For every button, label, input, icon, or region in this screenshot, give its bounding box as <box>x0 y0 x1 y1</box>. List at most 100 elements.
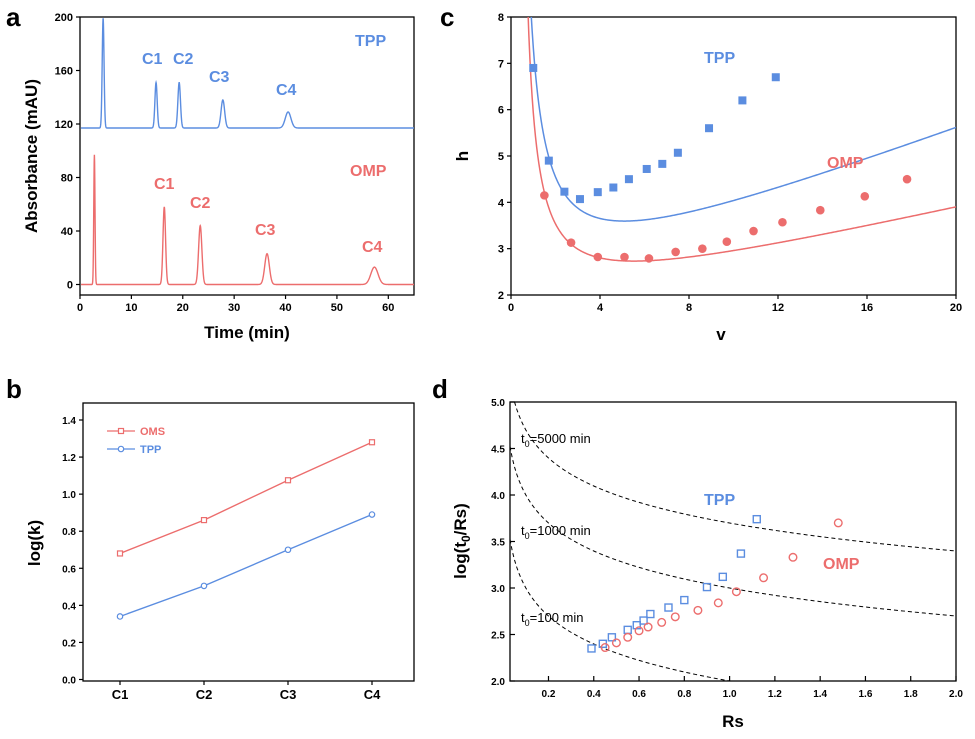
t0-5000-label: t0=5000 min <box>521 431 591 449</box>
b-ytick-label: 0.4 <box>62 601 76 612</box>
c-tpp-point <box>529 63 538 72</box>
d-ytick-label: 3.5 <box>491 538 505 549</box>
t0-100-label: t0=100 min <box>521 610 583 628</box>
c-omp-point <box>566 238 576 247</box>
panel-d-ylabel: log(t0/Rs) <box>451 503 473 579</box>
c-tpp-point <box>673 148 682 157</box>
b-ytick-label: 1.0 <box>62 490 76 501</box>
omp-series-label: OMP <box>350 163 387 180</box>
panel-c-xlabel: v <box>716 325 726 344</box>
a-ytick-label: 120 <box>55 119 73 131</box>
c-omp-point <box>860 192 870 201</box>
panel-b-label: b <box>6 374 22 404</box>
b-ytick-label: 1.4 <box>62 416 76 427</box>
c-ytick-label: 6 <box>498 105 504 117</box>
panel-d-label: d <box>432 374 448 404</box>
a-xtick-label: 50 <box>331 302 343 314</box>
panel-a-xlabel: Time (min) <box>204 323 290 342</box>
legend-oms-marker <box>117 427 125 435</box>
c-tpp-point <box>642 164 651 173</box>
d-ytick-label: 3.0 <box>491 584 505 595</box>
tpp-series-label: TPP <box>355 33 386 50</box>
d-omp-point <box>623 632 633 642</box>
panel-c: c 0 4 8 12 16 20 2 3 4 5 6 7 8 v h TPP OMP <box>440 2 962 344</box>
a-xtick-label: 20 <box>177 302 189 314</box>
b-ytick-label: 0.0 <box>62 676 76 687</box>
d-xtick-label: 1.0 <box>723 689 737 700</box>
c-ytick-label: 5 <box>498 151 504 163</box>
d-tpp-series-label: TPP <box>704 492 735 509</box>
c-omp-point <box>540 191 549 200</box>
c-ytick-label: 3 <box>498 244 504 256</box>
c-ytick-label: 2 <box>498 290 504 302</box>
omp-peak-c1-label: C1 <box>154 176 175 193</box>
b-ytick-label: 0.6 <box>62 564 76 575</box>
c-tpp-point <box>738 96 747 105</box>
tpp-peak-c4-label: C4 <box>276 82 297 99</box>
d-tpp-point <box>607 633 617 642</box>
c-omp-point <box>722 237 732 247</box>
c-xtick-label: 0 <box>508 302 514 314</box>
d-tpp-point <box>587 644 596 653</box>
c-xtick-label: 12 <box>772 302 784 314</box>
c-omp-point <box>815 205 825 215</box>
panel-d: d 0.2 0.4 0.6 0.8 1.0 1.2 1.4 1.6 1.8 2.0 2.0 2.5 3… <box>432 374 963 731</box>
c-omp-point <box>671 247 680 257</box>
a-xtick-label: 0 <box>77 302 83 314</box>
d-tpp-point <box>752 514 761 524</box>
tpp-fit-curve <box>530 17 956 222</box>
tpp-peak-c1-label: C1 <box>142 51 163 68</box>
d-ytick-label: 4.5 <box>491 445 505 456</box>
panel-c-label: c <box>440 2 454 32</box>
d-tpp-point <box>623 625 632 635</box>
c-xtick-label: 20 <box>950 302 962 314</box>
b-ytick-label: 1.2 <box>62 453 76 464</box>
c-tpp-point <box>705 124 714 133</box>
a-ytick-label: 160 <box>55 66 73 78</box>
d-omp-point <box>759 573 769 583</box>
b-oms-point <box>200 516 208 524</box>
d-omp-point <box>833 518 843 528</box>
b-series-oms-line <box>119 441 373 555</box>
panel-b-ylabel: log(k) <box>25 520 44 566</box>
b-tpp-point <box>284 546 292 554</box>
d-tpp-point <box>702 582 712 592</box>
a-ytick-label: 0 <box>67 280 73 292</box>
a-ytick-label: 80 <box>61 173 73 185</box>
c-omp-point <box>698 244 707 253</box>
c-xtick-label: 16 <box>861 302 873 314</box>
b-tpp-point <box>116 613 124 620</box>
d-omp-point <box>611 638 621 648</box>
tpp-peak-c3-label: C3 <box>209 69 230 86</box>
panel-d-xlabel: Rs <box>722 712 744 731</box>
c-omp-point <box>749 226 758 236</box>
b-xtick-label: C1 <box>112 687 129 702</box>
b-oms-point <box>284 477 292 484</box>
panel-b-legend: OMS TPP <box>107 426 165 456</box>
t0-1000-label: t0=1000 min <box>521 523 591 541</box>
c-omp-point <box>593 252 603 262</box>
panel-b: b C1 C2 C3 C4 0.0 0.2 0.4 0.6 0.8 1.0 1.2 1.4 log(… <box>6 374 415 702</box>
d-xtick-label: 2.0 <box>949 689 963 700</box>
c-omp-point <box>778 217 787 227</box>
a-xtick-label: 10 <box>125 302 137 314</box>
d-ytick-label: 5.0 <box>491 398 505 409</box>
c-tpp-point <box>658 159 667 168</box>
d-xtick-label: 0.4 <box>587 689 601 700</box>
d-omp-series-label: OMP <box>823 556 860 573</box>
b-ytick-label: 0.2 <box>62 638 76 649</box>
b-tpp-point <box>368 511 376 518</box>
a-xtick-label: 40 <box>279 302 291 314</box>
d-xtick-label: 0.2 <box>542 689 556 700</box>
c-omp-point <box>644 254 654 263</box>
a-xtick-label: 30 <box>228 302 240 314</box>
c-xtick-label: 4 <box>597 302 604 314</box>
panel-a-label: a <box>6 2 21 32</box>
d-ytick-label: 2.5 <box>491 631 505 642</box>
c-omp-point <box>902 174 912 184</box>
c-tpp-point <box>560 187 569 196</box>
d-tpp-point <box>639 616 648 625</box>
b-xtick-label: C4 <box>364 687 381 702</box>
c-tpp-point <box>593 188 602 197</box>
tpp-peak-c2-label: C2 <box>173 51 194 68</box>
